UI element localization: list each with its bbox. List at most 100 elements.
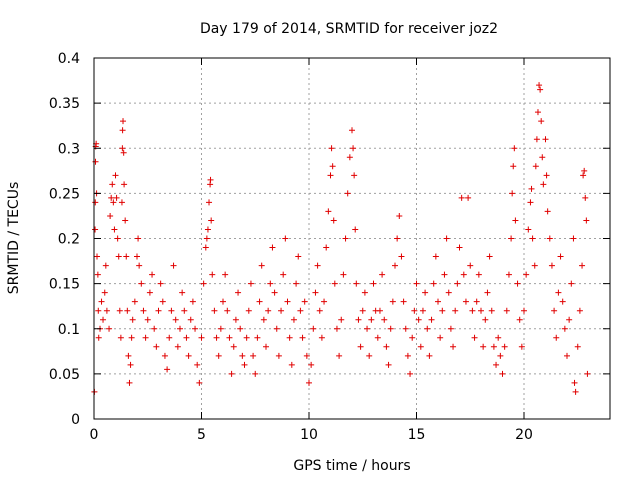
data-point <box>471 334 478 341</box>
data-point <box>235 289 242 296</box>
data-point <box>280 271 287 278</box>
data-point <box>355 316 362 323</box>
data-point <box>503 307 510 314</box>
data-point <box>493 361 500 368</box>
data-point <box>553 334 560 341</box>
data-point <box>222 271 229 278</box>
data-point <box>501 343 508 350</box>
data-point <box>293 280 300 287</box>
x-axis-label: GPS time / hours <box>293 458 410 474</box>
data-point <box>108 194 115 201</box>
data-point <box>153 343 160 350</box>
data-point <box>275 352 282 359</box>
data-point <box>546 235 553 242</box>
data-point <box>478 307 484 314</box>
data-point <box>407 370 414 377</box>
data-point <box>144 316 151 323</box>
data-point <box>109 181 116 188</box>
data-point <box>443 235 450 242</box>
data-point <box>134 253 140 260</box>
data-point <box>342 235 349 242</box>
data-point <box>540 181 547 188</box>
data-point <box>100 316 107 323</box>
data-point <box>521 307 527 314</box>
data-point <box>361 289 368 296</box>
data-point <box>124 307 131 314</box>
data-point <box>142 334 149 341</box>
data-point <box>543 172 550 179</box>
data-point <box>428 316 435 323</box>
data-point <box>273 325 280 332</box>
data-point <box>327 172 334 179</box>
data-point <box>338 316 345 323</box>
data-point <box>475 271 482 278</box>
data-point <box>179 289 186 296</box>
data-point <box>469 307 476 314</box>
data-point <box>119 145 126 152</box>
data-point <box>417 343 424 350</box>
data-point <box>228 370 235 377</box>
data-point <box>534 109 541 116</box>
data-point <box>260 316 267 323</box>
data-point <box>415 316 422 323</box>
data-point <box>295 253 302 260</box>
data-point <box>568 280 575 287</box>
data-point <box>208 217 215 224</box>
data-point <box>237 325 244 332</box>
data-point <box>194 361 201 368</box>
data-point <box>465 194 472 201</box>
data-point <box>177 325 183 332</box>
data-point <box>532 163 539 170</box>
data-point <box>413 280 420 287</box>
data-point <box>574 343 581 350</box>
data-point <box>366 352 373 359</box>
data-point <box>172 316 179 323</box>
data-point <box>323 244 330 251</box>
data-point <box>441 271 448 278</box>
data-point <box>499 370 506 377</box>
data-point <box>207 176 214 183</box>
data-point <box>497 352 504 359</box>
data-point <box>241 361 248 368</box>
data-point <box>278 307 285 314</box>
data-point <box>583 217 590 224</box>
data-point <box>247 280 254 287</box>
data-point <box>121 181 128 188</box>
data-point <box>328 145 335 152</box>
data-point <box>129 316 136 323</box>
data-point <box>508 235 515 242</box>
data-point <box>136 262 143 269</box>
data-point <box>202 244 209 251</box>
data-point <box>114 235 121 242</box>
data-point <box>364 325 371 332</box>
data-point <box>576 307 583 314</box>
data-point <box>572 388 579 395</box>
data-point <box>128 334 135 341</box>
y-tick-label: 0.05 <box>49 367 80 383</box>
data-point <box>211 307 218 314</box>
data-point <box>220 298 226 305</box>
data-point <box>106 325 113 332</box>
data-point <box>267 280 274 287</box>
data-point <box>456 244 463 251</box>
data-point <box>482 316 489 323</box>
data-point <box>398 253 405 260</box>
data-point <box>189 298 196 305</box>
data-point <box>138 280 145 287</box>
data-point <box>120 149 127 156</box>
data-point <box>340 271 347 278</box>
data-point <box>111 226 118 233</box>
data-point <box>146 289 153 296</box>
data-point <box>450 343 457 350</box>
data-point <box>353 280 360 287</box>
data-point <box>581 167 588 174</box>
data-point <box>460 271 467 278</box>
data-point <box>329 163 336 170</box>
data-point <box>404 352 411 359</box>
data-point <box>381 316 388 323</box>
data-point <box>203 235 210 242</box>
data-point <box>400 298 407 305</box>
data-point <box>523 271 530 278</box>
data-point <box>110 199 117 206</box>
data-point <box>226 334 233 341</box>
